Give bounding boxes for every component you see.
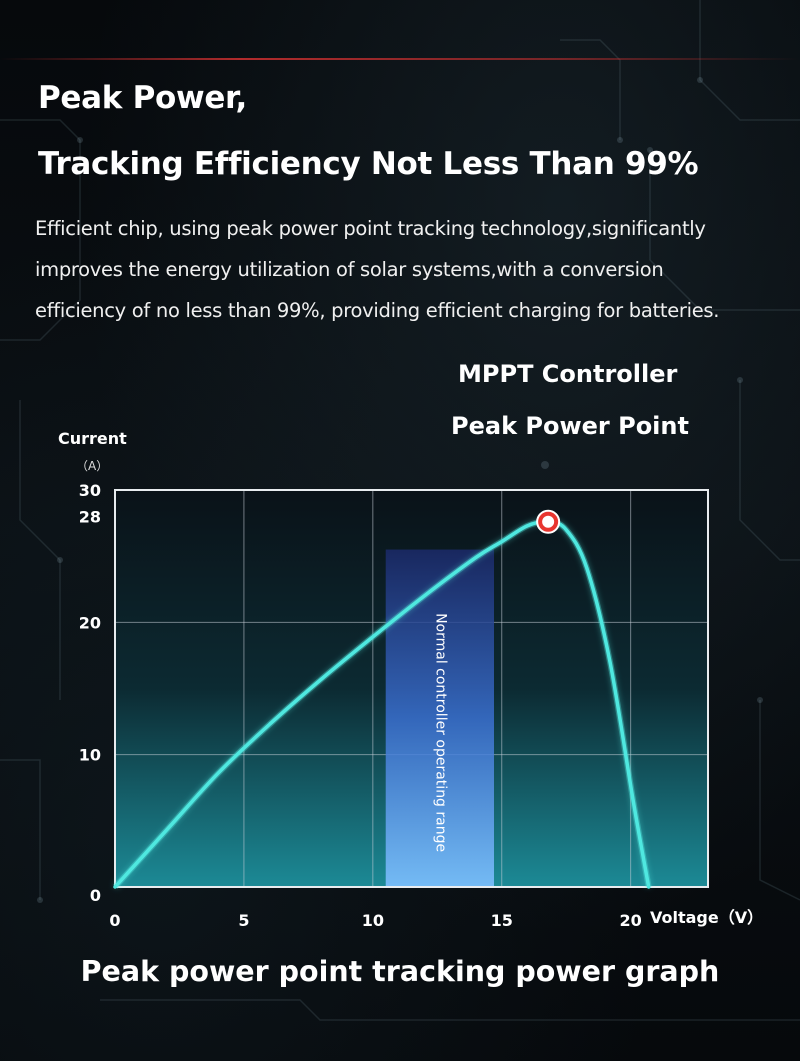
chart-caption: Peak power point tracking power graph: [80, 955, 720, 988]
description-line-1: Efficient chip, using peak power point t…: [35, 217, 706, 240]
operating-range-label: Normal controller operating range: [433, 613, 449, 852]
callout-peak-power-point: Peak Power Point: [451, 412, 689, 440]
data-point: [474, 556, 478, 559]
data-point: [526, 524, 529, 527]
data-point: [647, 885, 650, 889]
y-axis-unit: （A）: [76, 459, 108, 473]
operating-range-band: Normal controller operating range: [385, 549, 495, 887]
x-axis-label: Voltage（V）: [650, 908, 763, 927]
x-tick-label: 5: [238, 911, 249, 930]
y-tick-label: 10: [79, 746, 101, 765]
data-point: [564, 528, 568, 531]
plot-border: [114, 489, 709, 888]
x-tick-label: 15: [491, 911, 513, 930]
data-point: [371, 635, 375, 639]
headline-line-1: Peak Power,: [38, 80, 247, 116]
x-tick-label: 20: [620, 911, 642, 930]
data-point: [113, 885, 117, 889]
operating-range-rect: [385, 549, 495, 887]
headline-line-2: Tracking Efficiency Not Less Than 99%: [38, 146, 699, 182]
description-line-3: efficiency of no less than 99%, providin…: [35, 299, 720, 322]
y-tick-label: 28: [79, 507, 101, 526]
data-point: [632, 799, 635, 803]
data-point: [216, 771, 220, 775]
red-accent-line: [0, 58, 800, 60]
data-point: [165, 828, 168, 832]
description: Efficient chip, using peak power point t…: [35, 208, 800, 331]
series-line: [113, 519, 651, 889]
data-point: [608, 660, 612, 664]
x-tick-label: 0: [109, 911, 120, 930]
y-tick-label: 30: [79, 481, 101, 500]
y-tick-label: 20: [79, 613, 101, 632]
curve: [112, 509, 652, 890]
data-point: [585, 566, 589, 570]
y-axis-label: Current: [58, 429, 127, 448]
callout-mppt-controller: MPPT Controller: [458, 360, 678, 388]
data-point: [423, 594, 426, 598]
peak-power-marker-center: [542, 515, 555, 528]
data-point: [500, 540, 503, 543]
y-tick-label: 0: [90, 886, 101, 905]
x-tick-label: 10: [362, 911, 384, 930]
description-line-2: improves the energy utilization of solar…: [35, 258, 664, 281]
data-point: [268, 723, 271, 726]
tick-labels: 0 5 10 15 20 0 10 20 28 30: [79, 481, 642, 930]
data-point: [320, 678, 323, 681]
